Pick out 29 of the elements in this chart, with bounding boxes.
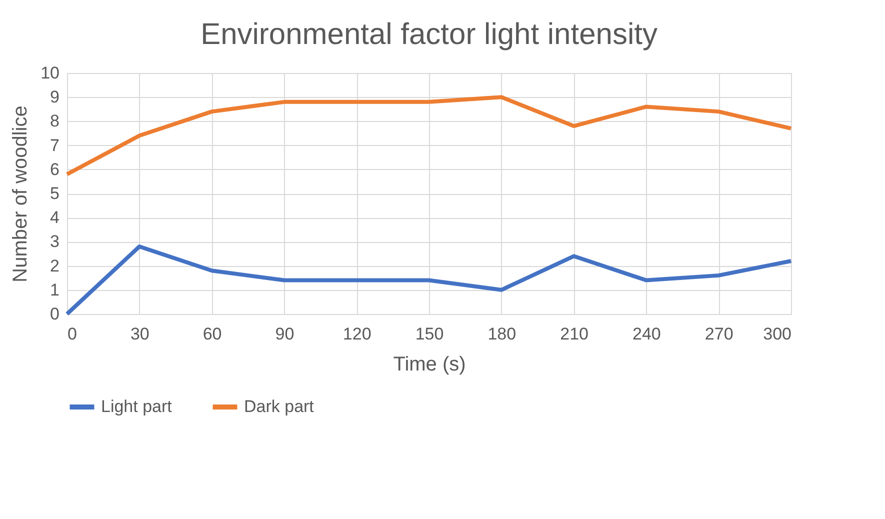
x-tick-label: 300 [763, 324, 792, 344]
x-tick-label: 90 [275, 324, 294, 344]
chart-title: Environmental factor light intensity [200, 18, 658, 51]
line-series [65, 95, 793, 176]
y-tick-label: 3 [50, 232, 60, 252]
x-tick-label: 60 [202, 324, 222, 344]
y-tick-label: 1 [50, 280, 60, 300]
y-tick-label: 7 [50, 136, 60, 155]
x-tick-label: 180 [488, 324, 516, 344]
x-tick-label: 240 [632, 324, 661, 344]
y-tick-label: 10 [40, 64, 60, 82]
y-tick-label: 6 [50, 160, 60, 179]
line-series [65, 244, 793, 316]
y-tick-label: 4 [50, 208, 60, 228]
y-tick-label: 9 [50, 88, 60, 107]
y-tick-label: 8 [50, 112, 60, 131]
y-tick-label: 5 [50, 184, 60, 203]
x-tick-label: 210 [560, 324, 588, 344]
x-tick-label: 150 [415, 324, 444, 344]
legend-label: Dark part [244, 397, 314, 416]
x-tick-label: 0 [68, 324, 77, 344]
x-tick-label: 120 [342, 324, 372, 344]
x-tick-label: 270 [704, 324, 734, 344]
y-tick-label: 0 [50, 304, 60, 324]
x-tick-label: 30 [130, 324, 150, 344]
x-axis-title: Time (s) [393, 354, 466, 376]
legend-label: Light part [101, 397, 172, 416]
y-axis-title: Number of woodlice [10, 106, 32, 282]
y-tick-label: 2 [50, 256, 60, 276]
